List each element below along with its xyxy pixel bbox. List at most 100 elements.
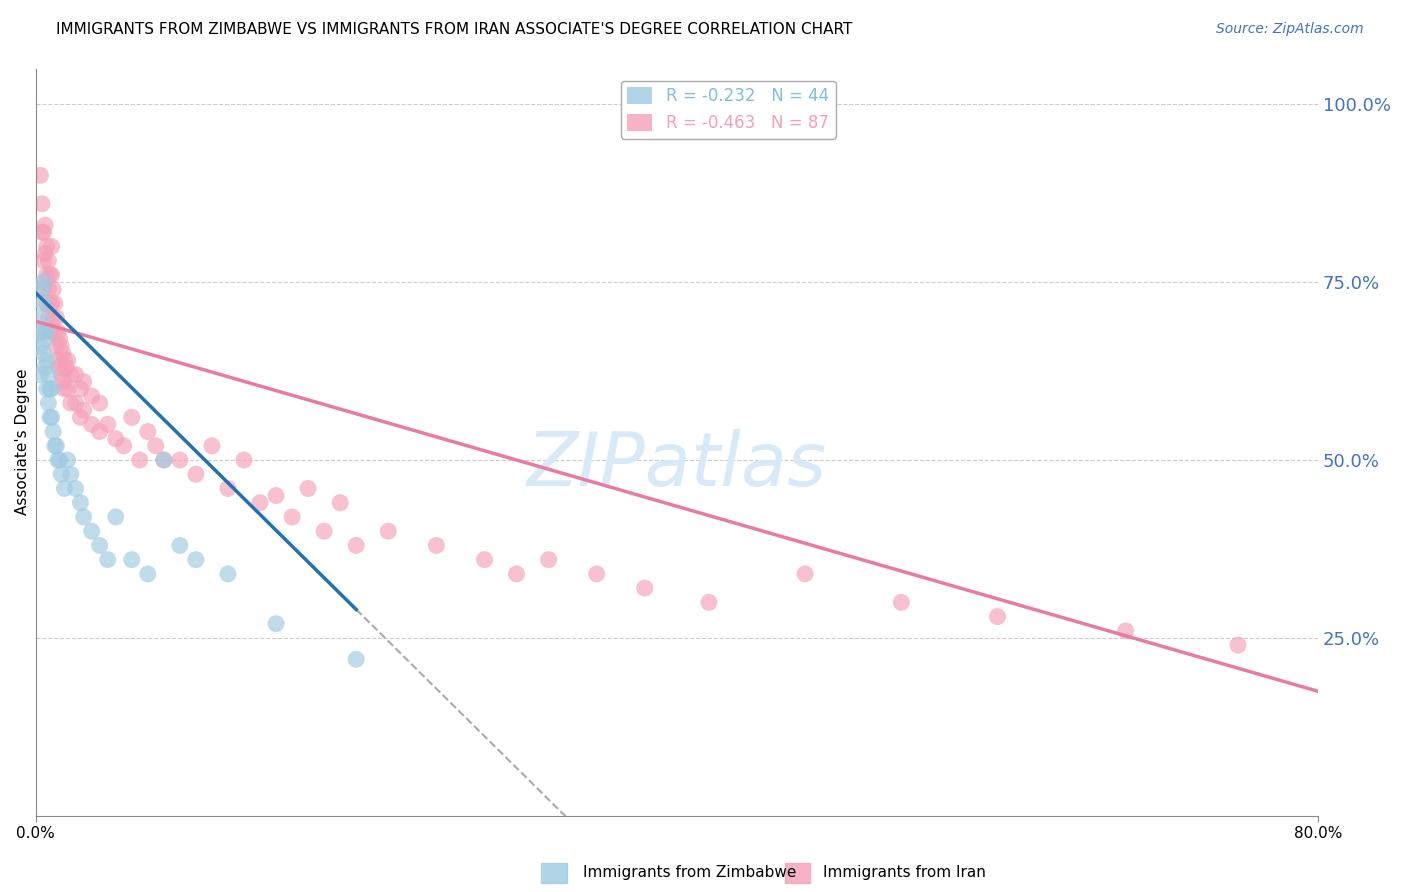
Point [45,339,67,353]
Point [97,417,120,432]
Point [41,410,63,425]
Point [314,524,336,538]
Point [201,439,224,453]
Point [56,382,79,396]
Point [59,467,82,482]
Point [537,552,560,566]
Point [32,346,55,360]
Point [30,368,52,382]
Point [35,239,58,253]
Point [51,467,73,482]
Point [44,439,66,453]
Point [37,396,59,410]
Text: Source: ZipAtlas.com: Source: ZipAtlas.com [1216,22,1364,37]
Point [32,225,55,239]
Point [30,169,52,183]
Point [37,310,59,325]
Point [89,538,111,552]
Point [35,353,58,368]
Point [145,439,167,453]
Point [48,332,70,346]
Point [41,382,63,396]
Point [585,566,607,581]
Point [249,496,271,510]
Point [169,538,191,552]
Y-axis label: Associate's Degree: Associate's Degree [15,369,30,516]
Point [53,353,76,368]
Point [53,482,76,496]
Point [37,368,59,382]
Point [69,382,91,396]
Point [128,453,150,467]
Point [986,609,1008,624]
Point [69,496,91,510]
Point [344,538,367,552]
Point [184,552,207,566]
Point [51,368,73,382]
Point [39,382,62,396]
Point [48,360,70,375]
Point [39,296,62,310]
Text: IMMIGRANTS FROM ZIMBABWE VS IMMIGRANTS FROM IRAN ASSOCIATE'S DEGREE CORRELATION : IMMIGRANTS FROM ZIMBABWE VS IMMIGRANTS F… [56,22,852,37]
Point [121,552,143,566]
Point [153,453,176,467]
Point [89,425,111,439]
Point [34,360,56,375]
Point [44,296,66,310]
Point [634,581,657,595]
Point [32,253,55,268]
Point [89,396,111,410]
Point [31,196,53,211]
Text: Immigrants from Zimbabwe: Immigrants from Zimbabwe [583,865,797,880]
Point [35,325,58,339]
Point [32,296,55,310]
Point [46,325,69,339]
Point [377,524,399,538]
Point [46,353,69,368]
Point [31,310,53,325]
Point [344,652,367,666]
Point [39,410,62,425]
Point [505,566,527,581]
Point [697,595,720,609]
Point [80,524,103,538]
Point [34,275,56,289]
Point [44,325,66,339]
Point [297,482,319,496]
Point [169,453,191,467]
Point [52,375,75,389]
Point [41,239,63,253]
Text: Immigrants from Iran: Immigrants from Iran [823,865,986,880]
Point [59,368,82,382]
Point [112,439,135,453]
Point [72,375,94,389]
Point [45,310,67,325]
Point [56,353,79,368]
Point [35,382,58,396]
Point [72,510,94,524]
Point [217,566,239,581]
Point [34,332,56,346]
Point [31,225,53,239]
Point [425,538,447,552]
Point [32,282,55,296]
Point [31,282,53,296]
Point [30,339,52,353]
Point [51,339,73,353]
Point [281,510,304,524]
Point [1115,624,1137,638]
Point [136,566,159,581]
Legend: R = -0.232   N = 44, R = -0.463   N = 87: R = -0.232 N = 44, R = -0.463 N = 87 [621,80,835,138]
Text: ZIPatlas: ZIPatlas [527,429,827,500]
Point [217,482,239,496]
Point [264,616,287,631]
Point [37,253,59,268]
Point [65,368,87,382]
Point [45,439,67,453]
Point [233,453,256,467]
Point [153,453,176,467]
Point [35,268,58,282]
Point [474,552,496,566]
Point [80,417,103,432]
Point [72,403,94,417]
